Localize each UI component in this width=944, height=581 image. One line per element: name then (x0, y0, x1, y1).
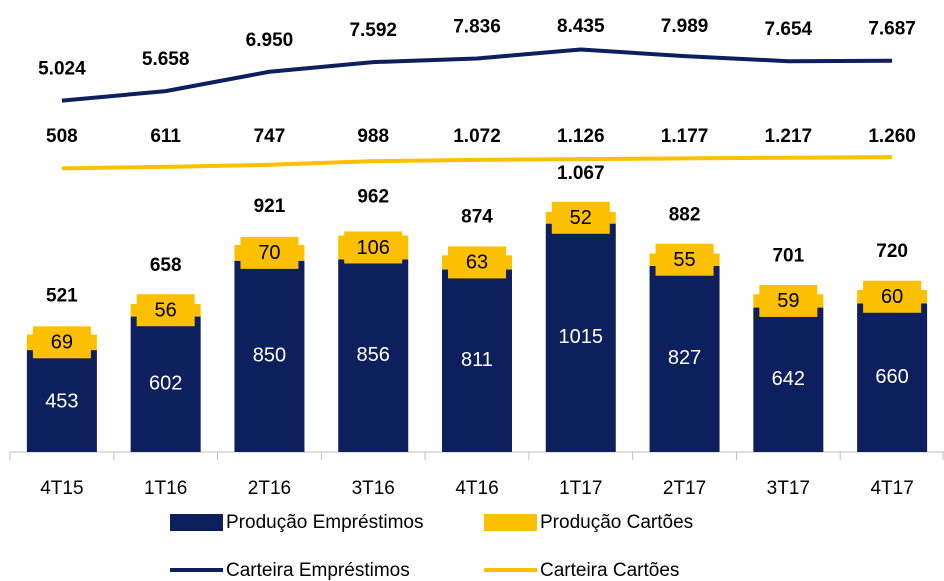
legend-label: Carteira Cartões (540, 560, 679, 581)
label-box (344, 231, 403, 264)
bar-value-label: 60 (881, 286, 903, 308)
line-value-label: 5.024 (38, 59, 86, 80)
label-box (551, 201, 610, 234)
bar-value-label: 56 (155, 300, 177, 322)
legend-label: Produção Cartões (540, 512, 693, 533)
total-label: 720 (876, 241, 908, 262)
line-value-label: 611 (150, 126, 181, 147)
bar-value-label: 642 (772, 368, 805, 390)
total-label: 962 (357, 187, 389, 208)
x-tick-label: 1T16 (144, 478, 187, 499)
line-value-label: 6.950 (246, 30, 294, 51)
x-tick-label: 3T17 (767, 478, 810, 499)
bar-segment (753, 307, 824, 452)
bar-value-label: 63 (466, 252, 488, 274)
legend-label: Produção Empréstimos (226, 512, 423, 533)
x-tick-label: 2T16 (248, 478, 291, 499)
line-value-label: 988 (357, 126, 389, 147)
line-value-label: 1.217 (765, 126, 813, 147)
total-label: 882 (669, 205, 701, 226)
bar-segment (442, 269, 512, 452)
x-tick-label: 4T15 (40, 478, 83, 499)
bar-value-label: 602 (149, 373, 182, 395)
bar-segment (26, 350, 97, 452)
bar-value-label: 453 (45, 390, 78, 412)
total-label: 1.067 (557, 163, 605, 184)
x-tick-label: 1T17 (559, 478, 602, 499)
total-label: 921 (254, 196, 286, 217)
legend-label: Carteira Empréstimos (226, 560, 410, 581)
label-box (136, 294, 195, 327)
line-value-label: 1.072 (453, 126, 501, 147)
bar-value-label: 59 (777, 290, 799, 312)
label-box (863, 280, 922, 313)
line-value-label: 1.126 (557, 126, 605, 147)
legend-swatch (170, 514, 223, 531)
bar-segment (857, 303, 928, 452)
x-tick-label: 4T16 (455, 478, 498, 499)
bar-segment (234, 260, 305, 452)
total-label: 521 (46, 286, 78, 307)
total-label: 874 (461, 206, 493, 227)
bar-value-label: 660 (875, 366, 908, 388)
line-value-label: 7.836 (453, 16, 501, 37)
line-value-label: 7.989 (661, 16, 709, 37)
bar-value-label: 850 (253, 345, 286, 367)
bar-segment (130, 316, 201, 452)
line-value-label: 7.687 (868, 19, 916, 40)
total-label: 701 (772, 245, 804, 266)
bar-value-label: 106 (357, 237, 390, 259)
line-value-label: 7.654 (765, 19, 813, 40)
bar-value-label: 52 (570, 207, 592, 229)
legend-swatch (484, 514, 537, 531)
line-value-label: 747 (254, 126, 286, 147)
bar-segment (649, 265, 720, 452)
line-value-label: 1.177 (661, 126, 709, 147)
bar-value-label: 69 (51, 332, 73, 354)
total-label: 658 (150, 255, 182, 276)
bar-value-label: 55 (673, 249, 695, 271)
bar-value-label: 811 (461, 349, 493, 371)
line-value-label: 7.592 (349, 20, 397, 41)
bar-value-label: 1015 (559, 326, 604, 348)
line-series (61, 155, 893, 171)
line-value-label: 8.435 (557, 16, 605, 37)
bar-value-label: 827 (668, 347, 701, 369)
label-box (448, 246, 506, 279)
x-tick-label: 2T17 (663, 478, 706, 499)
label-box (655, 243, 714, 276)
bar-value-label: 856 (357, 344, 390, 366)
bar-value-label: 70 (258, 242, 280, 264)
line-value-label: 5.658 (142, 49, 190, 70)
label-box (240, 236, 299, 269)
x-tick-label: 3T16 (352, 478, 395, 499)
label-box (759, 284, 818, 317)
line-series (61, 47, 893, 103)
x-tick-label: 4T17 (870, 478, 913, 499)
label-box (32, 326, 91, 359)
bar-segment (338, 259, 409, 452)
bar-segment (545, 223, 616, 452)
line-value-label: 1.260 (868, 126, 916, 147)
line-value-label: 508 (46, 126, 78, 147)
